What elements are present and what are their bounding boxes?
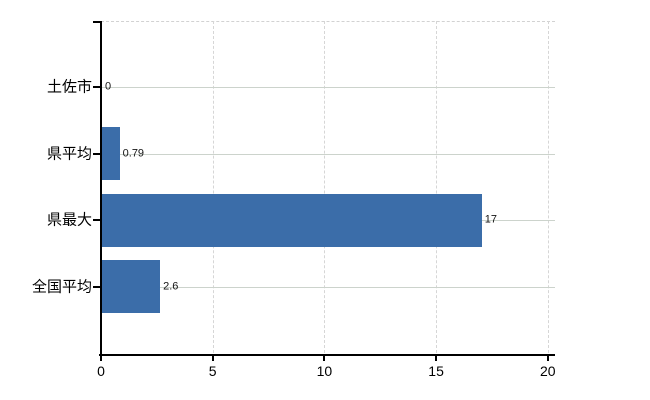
x-tick-label: 5 [208,363,217,379]
plot-top-border [101,21,555,22]
x-tick-label: 10 [316,363,333,379]
category-label: 県平均 [46,145,92,163]
x-gridline [547,21,549,353]
bar [102,193,482,247]
y-axis-tick [93,285,101,288]
x-tick-label: 0 [97,363,105,379]
x-gridline [212,21,214,353]
y-gridline [101,87,555,89]
x-tick-label: 20 [540,363,556,379]
x-axis-line [99,353,555,356]
category-label: 県最大 [46,211,92,229]
y-axis-tick [93,152,101,155]
y-axis-tick [93,86,101,89]
x-tick-label: 15 [428,363,444,379]
value-label: 17 [484,213,498,226]
bar [102,127,120,181]
y-axis-end-tick [93,21,101,23]
y-axis-tick [93,219,101,222]
x-gridline [324,21,326,353]
x-axis-tick [323,355,326,361]
category-label: 全国平均 [31,278,92,296]
x-axis-tick [546,355,549,361]
value-label: 0.79 [122,147,145,160]
y-gridline [101,153,555,155]
category-label: 土佐市 [46,78,92,96]
y-axis-line [100,21,102,354]
x-axis-tick [435,355,438,361]
bar [102,260,161,314]
value-label: 2.6 [163,280,179,293]
x-axis-tick [211,355,214,361]
x-gridline [436,21,438,353]
x-axis-tick [100,355,102,361]
y-gridline [101,286,555,288]
value-label: 0 [105,80,112,93]
